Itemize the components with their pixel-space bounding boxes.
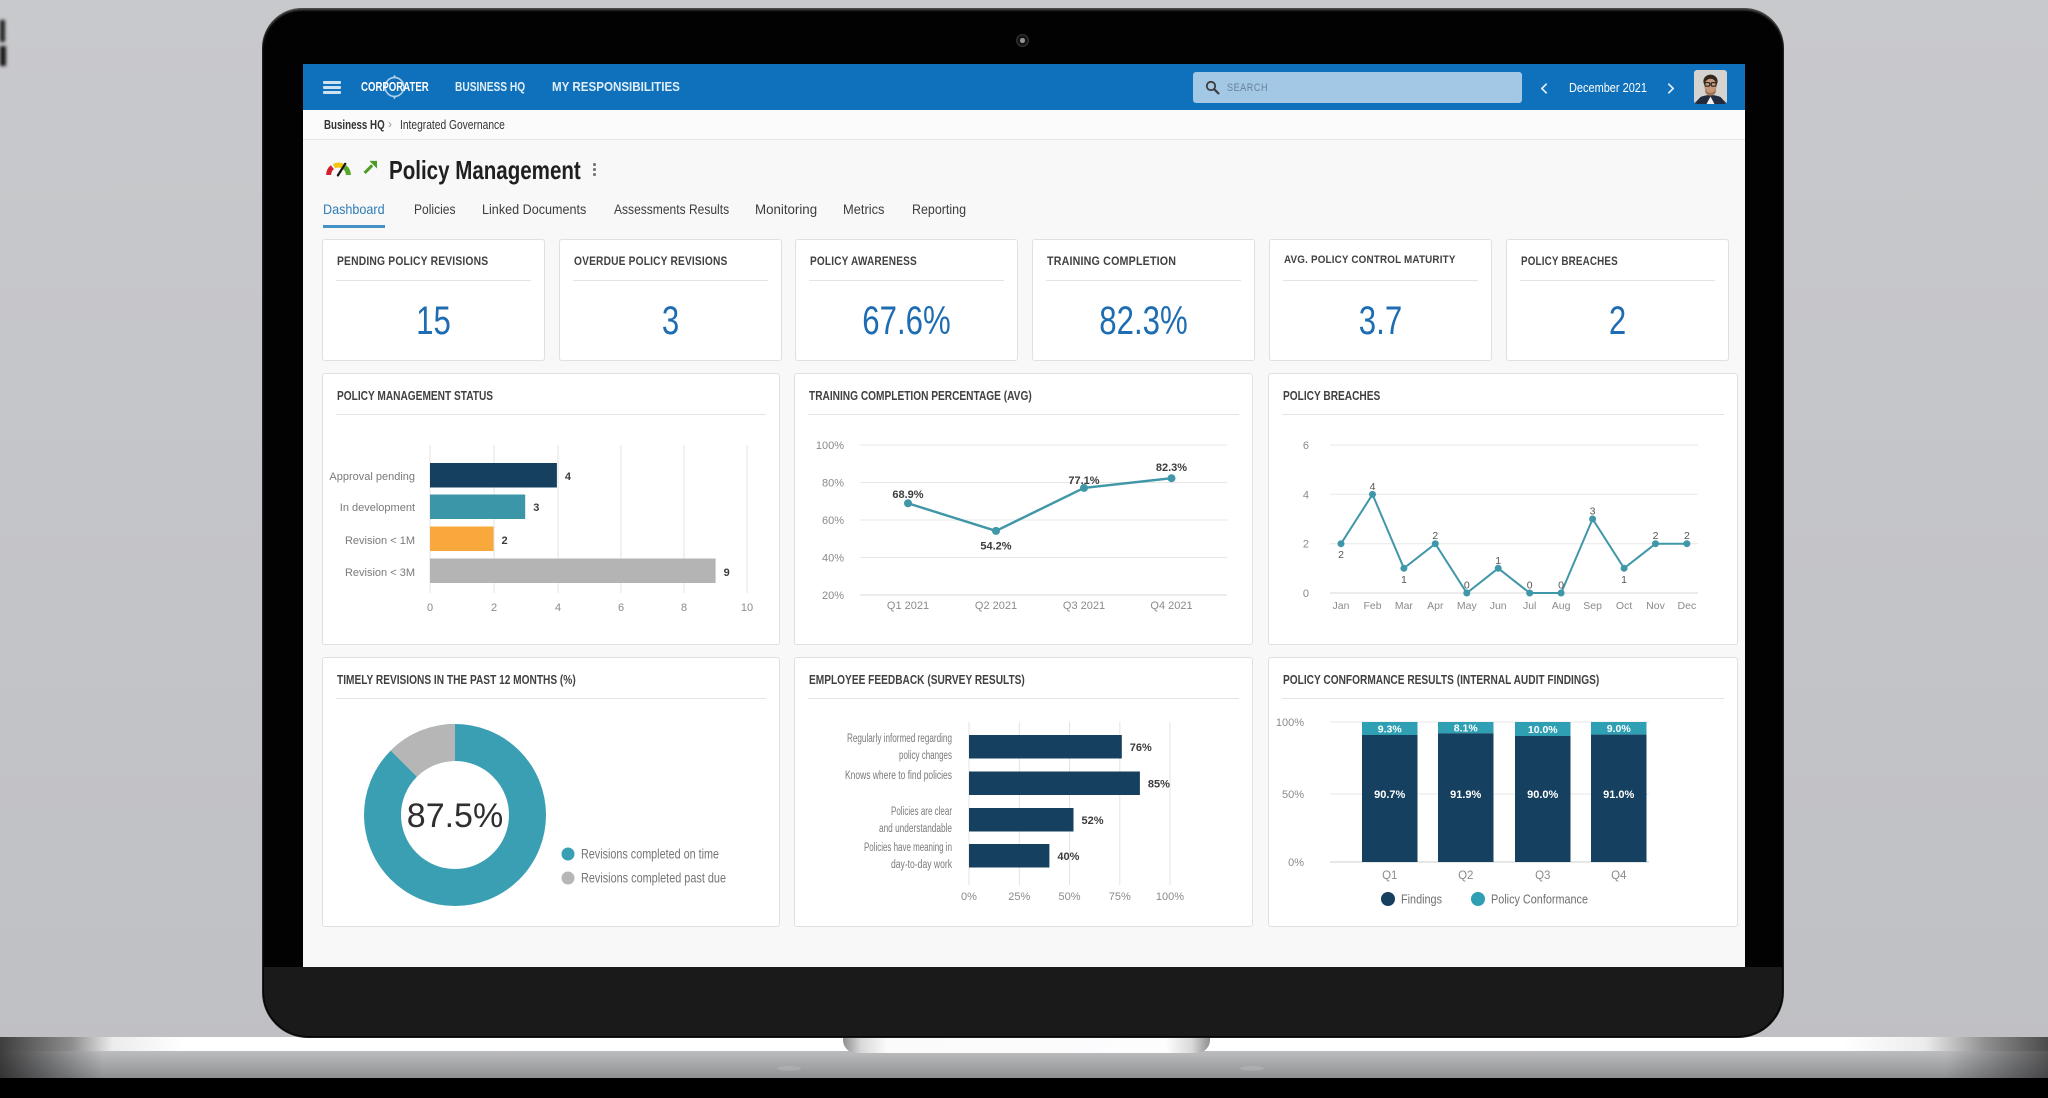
svg-text:Policies are clear: Policies are clear bbox=[891, 806, 952, 818]
svg-text:76%: 76% bbox=[1130, 742, 1152, 754]
svg-text:Q4 2021: Q4 2021 bbox=[1150, 600, 1192, 612]
svg-text:4: 4 bbox=[1370, 481, 1376, 493]
svg-text:Jan: Jan bbox=[1333, 600, 1350, 612]
svg-text:2: 2 bbox=[491, 602, 497, 614]
svg-text:Q1 2021: Q1 2021 bbox=[887, 600, 929, 612]
svg-text:90.0%: 90.0% bbox=[1527, 789, 1558, 801]
svg-text:9.3%: 9.3% bbox=[1378, 723, 1403, 735]
svg-text:9.0%: 9.0% bbox=[1607, 723, 1632, 735]
svg-text:20%: 20% bbox=[822, 590, 844, 602]
svg-text:May: May bbox=[1457, 600, 1478, 612]
svg-text:77.1%: 77.1% bbox=[1068, 475, 1099, 487]
svg-text:0: 0 bbox=[1303, 588, 1309, 600]
svg-text:75%: 75% bbox=[1109, 891, 1131, 903]
svg-text:Regularly informed regarding: Regularly informed regarding bbox=[847, 733, 952, 745]
svg-text:52%: 52% bbox=[1082, 815, 1104, 827]
svg-text:Aug: Aug bbox=[1552, 600, 1571, 612]
svg-text:Revision < 3M: Revision < 3M bbox=[345, 567, 415, 579]
svg-text:Revisions completed on time: Revisions completed on time bbox=[581, 847, 719, 862]
svg-text:Policy Conformance: Policy Conformance bbox=[1491, 892, 1588, 907]
svg-text:Revisions completed past due: Revisions completed past due bbox=[581, 871, 726, 886]
svg-text:2: 2 bbox=[1653, 530, 1659, 542]
svg-text:Q1: Q1 bbox=[1382, 870, 1397, 882]
svg-text:2: 2 bbox=[1338, 549, 1344, 561]
svg-text:50%: 50% bbox=[1058, 891, 1080, 903]
svg-text:87.5%: 87.5% bbox=[407, 797, 503, 835]
svg-text:Dec: Dec bbox=[1678, 600, 1697, 612]
svg-text:4: 4 bbox=[1303, 489, 1309, 501]
svg-text:0%: 0% bbox=[961, 891, 977, 903]
svg-text:and understandable: and understandable bbox=[879, 823, 952, 835]
svg-text:Revision < 1M: Revision < 1M bbox=[345, 535, 415, 547]
svg-text:3: 3 bbox=[533, 502, 539, 514]
svg-text:4: 4 bbox=[565, 471, 572, 483]
svg-text:0: 0 bbox=[1464, 580, 1470, 592]
svg-text:1: 1 bbox=[1401, 574, 1407, 586]
svg-text:Jul: Jul bbox=[1523, 600, 1536, 612]
svg-text:Mar: Mar bbox=[1395, 600, 1414, 612]
svg-text:1: 1 bbox=[1621, 574, 1627, 586]
svg-text:policy changes: policy changes bbox=[899, 750, 952, 762]
svg-text:40%: 40% bbox=[822, 553, 844, 565]
svg-text:6: 6 bbox=[618, 602, 624, 614]
svg-text:2: 2 bbox=[1432, 530, 1438, 542]
svg-text:Apr: Apr bbox=[1427, 600, 1444, 612]
svg-text:day-to-day work: day-to-day work bbox=[891, 859, 952, 871]
svg-text:2: 2 bbox=[1303, 539, 1309, 551]
svg-text:60%: 60% bbox=[822, 515, 844, 527]
svg-text:Jun: Jun bbox=[1490, 600, 1507, 612]
svg-text:82.3%: 82.3% bbox=[1156, 462, 1187, 474]
svg-text:85%: 85% bbox=[1148, 779, 1170, 791]
svg-text:2: 2 bbox=[502, 535, 508, 547]
svg-text:Approval pending: Approval pending bbox=[329, 471, 415, 483]
svg-text:Q3: Q3 bbox=[1535, 870, 1550, 882]
svg-text:8: 8 bbox=[681, 602, 687, 614]
svg-text:Oct: Oct bbox=[1616, 600, 1632, 612]
svg-text:10: 10 bbox=[741, 602, 753, 614]
svg-text:3: 3 bbox=[1590, 506, 1596, 518]
svg-text:91.0%: 91.0% bbox=[1603, 789, 1634, 801]
svg-text:Q4: Q4 bbox=[1611, 870, 1627, 882]
svg-text:80%: 80% bbox=[822, 478, 844, 490]
svg-text:100%: 100% bbox=[816, 440, 844, 452]
svg-text:40%: 40% bbox=[1057, 851, 1079, 863]
svg-text:Knows where to find policies: Knows where to find policies bbox=[845, 770, 952, 782]
svg-text:68.9%: 68.9% bbox=[892, 489, 923, 501]
svg-text:Q2: Q2 bbox=[1458, 870, 1473, 882]
svg-text:Findings: Findings bbox=[1401, 892, 1442, 907]
svg-text:6: 6 bbox=[1303, 440, 1309, 452]
svg-text:0: 0 bbox=[1527, 580, 1533, 592]
svg-text:4: 4 bbox=[555, 602, 561, 614]
svg-text:54.2%: 54.2% bbox=[980, 541, 1011, 553]
svg-text:Policies have meaning in: Policies have meaning in bbox=[864, 842, 952, 854]
svg-text:50%: 50% bbox=[1282, 789, 1304, 801]
svg-text:100%: 100% bbox=[1276, 717, 1304, 729]
svg-text:Sep: Sep bbox=[1583, 600, 1602, 612]
svg-text:10.0%: 10.0% bbox=[1528, 724, 1558, 736]
svg-text:100%: 100% bbox=[1156, 891, 1184, 903]
svg-text:In development: In development bbox=[340, 502, 415, 514]
svg-text:0: 0 bbox=[1558, 580, 1564, 592]
svg-text:0%: 0% bbox=[1288, 857, 1304, 869]
svg-text:8.1%: 8.1% bbox=[1454, 723, 1479, 735]
svg-text:0: 0 bbox=[427, 602, 433, 614]
svg-text:Nov: Nov bbox=[1646, 600, 1665, 612]
svg-text:90.7%: 90.7% bbox=[1374, 789, 1405, 801]
svg-text:9: 9 bbox=[724, 567, 730, 579]
svg-text:1: 1 bbox=[1495, 555, 1501, 567]
svg-text:91.9%: 91.9% bbox=[1450, 789, 1481, 801]
svg-text:2: 2 bbox=[1684, 530, 1690, 542]
svg-text:25%: 25% bbox=[1008, 891, 1030, 903]
svg-text:Q2 2021: Q2 2021 bbox=[975, 600, 1017, 612]
svg-text:Q3 2021: Q3 2021 bbox=[1063, 600, 1105, 612]
svg-text:Feb: Feb bbox=[1363, 600, 1381, 612]
